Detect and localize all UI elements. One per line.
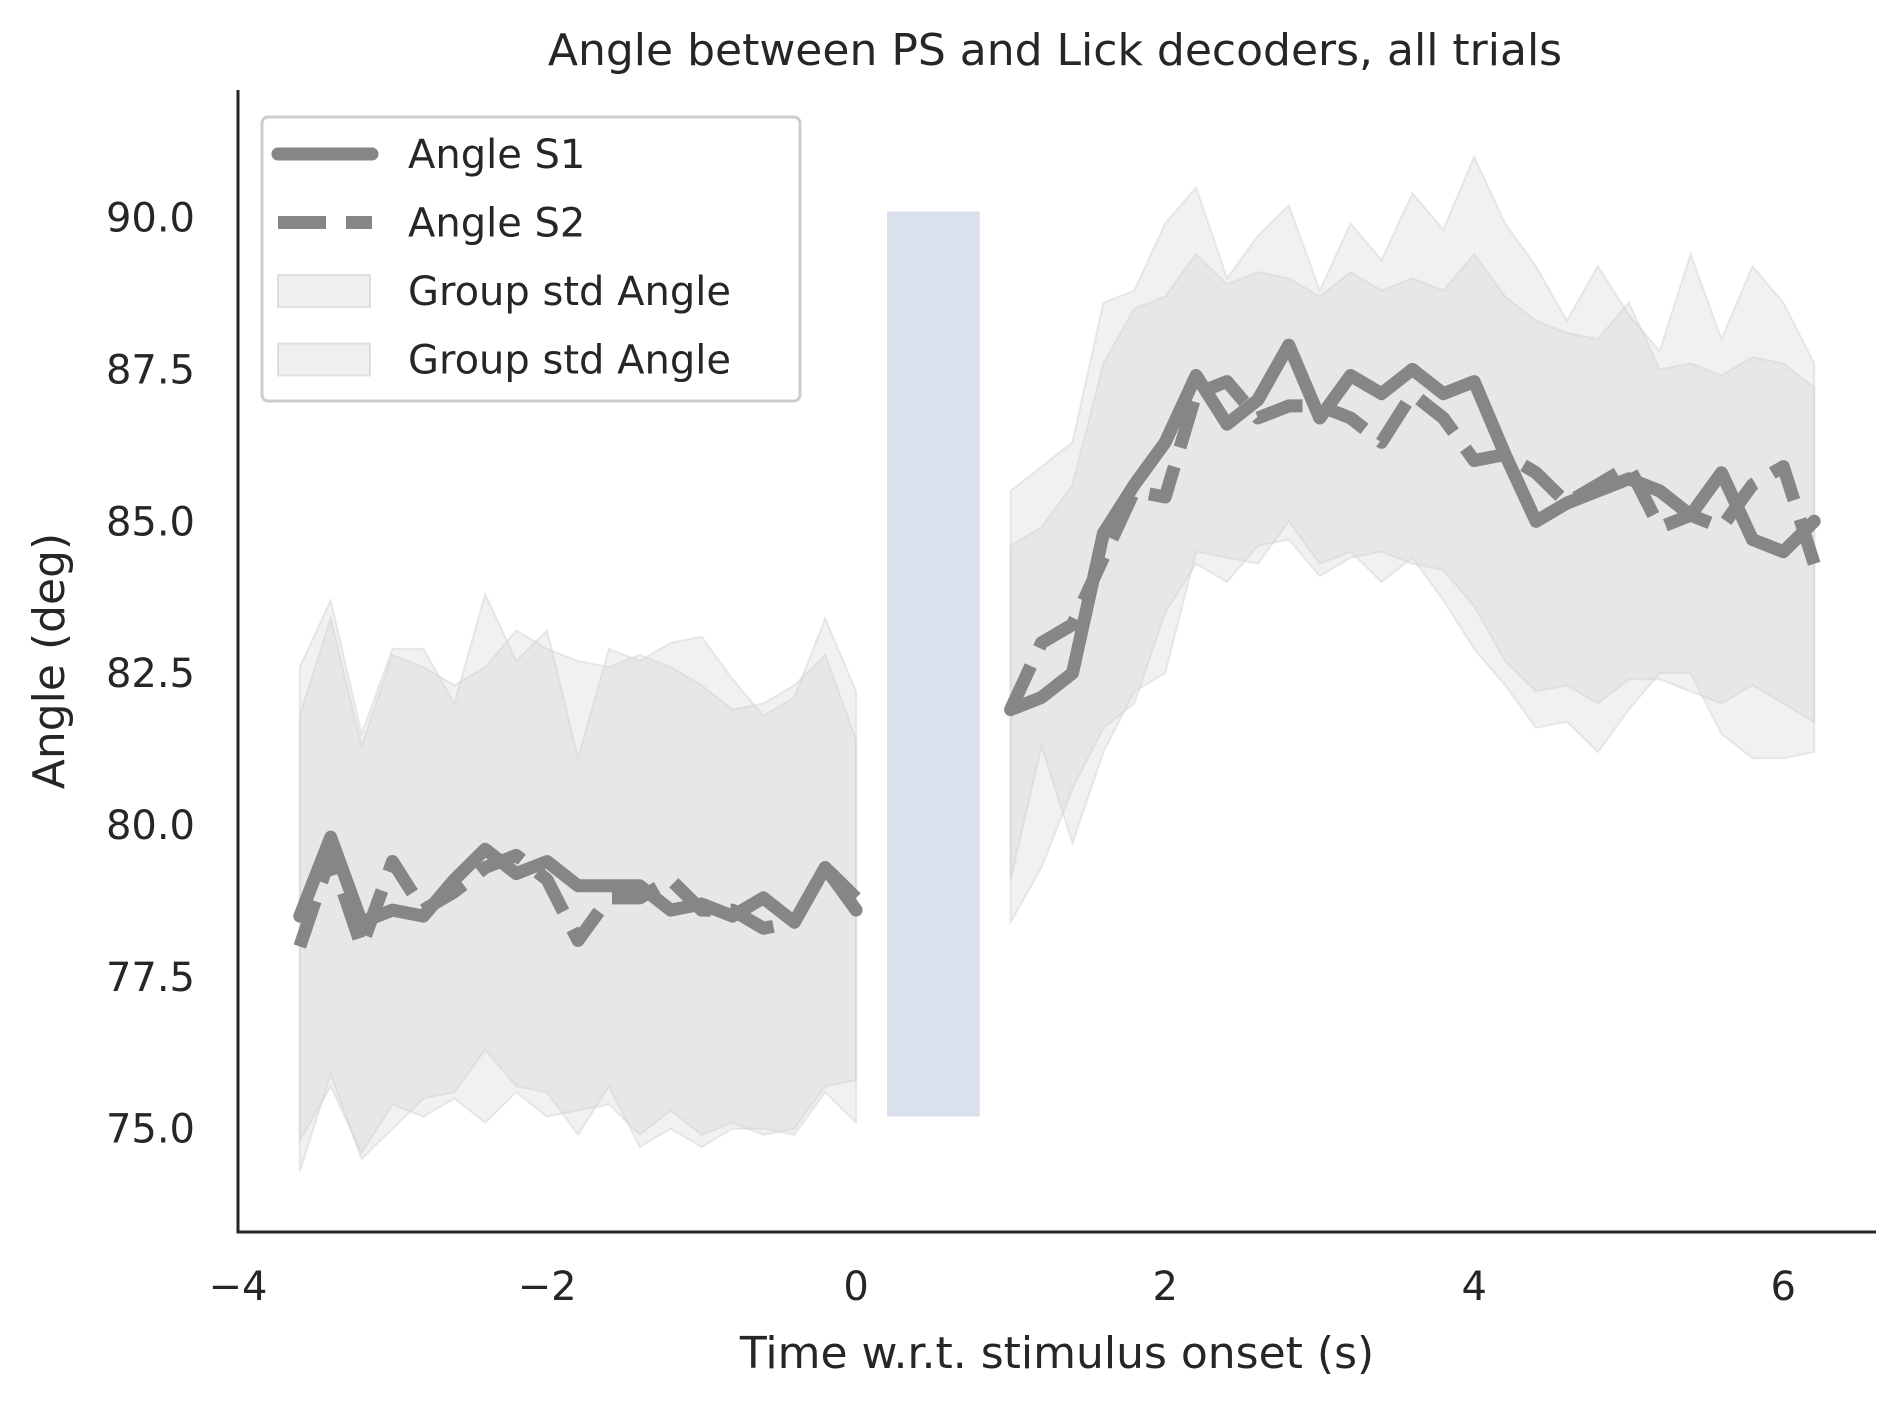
x-tick-labels: −4 −2 0 2 4 6 <box>209 1264 1796 1310</box>
y-tick-label: 80.0 <box>106 803 195 849</box>
x-tick-label: 2 <box>1152 1264 1177 1310</box>
x-tick-label: −4 <box>209 1264 268 1310</box>
series-line-s2-segment-1 <box>293 848 861 953</box>
legend-swatch-band <box>277 274 371 308</box>
y-tick-label: 75.0 <box>106 1107 195 1153</box>
y-axis-label: Angle (deg) <box>24 533 75 789</box>
std-band-2-segment-2 <box>1009 252 1816 927</box>
legend-label: Group std Angle <box>408 269 731 315</box>
series-lines <box>293 338 1821 953</box>
series-line-s2-segment-2 <box>1004 375 1821 713</box>
x-tick-label: −2 <box>518 1264 577 1310</box>
y-tick-label: 77.5 <box>106 955 195 1001</box>
chart-title: Angle between PS and Lick decoders, all … <box>548 25 1562 76</box>
axes <box>236 90 1876 1234</box>
x-tick-label: 0 <box>843 1264 868 1310</box>
x-tick-label: 6 <box>1771 1264 1796 1310</box>
stimulus-window <box>887 211 980 1117</box>
legend-swatch-band <box>277 342 371 377</box>
y-tick-label: 82.5 <box>106 651 195 697</box>
legend-frame <box>260 115 802 403</box>
y-tick-label: 87.5 <box>106 347 195 393</box>
x-axis-label: Time w.r.t. stimulus onset (s) <box>739 1328 1374 1379</box>
y-tick-label: 85.0 <box>106 499 195 545</box>
plot-area <box>293 154 1821 1172</box>
series-line-s1-segment-1 <box>293 830 863 929</box>
x-tick-label: 4 <box>1461 1264 1486 1310</box>
legend-items: Angle S1 Angle S2 Group std Angle Group std… <box>271 132 731 384</box>
std-band-1-segment-2 <box>1009 154 1816 880</box>
legend-label: Group std Angle <box>408 338 731 384</box>
legend: Angle S1 Angle S2 Group std Angle Group std… <box>260 115 802 403</box>
legend-label: Angle S2 <box>408 201 585 247</box>
y-tick-labels: 75.0 77.5 80.0 82.5 85.0 87.5 90.0 <box>106 196 195 1153</box>
legend-label: Angle S1 <box>408 132 585 178</box>
series-line-s1-segment-2 <box>1004 338 1821 717</box>
y-tick-label: 90.0 <box>106 196 195 242</box>
